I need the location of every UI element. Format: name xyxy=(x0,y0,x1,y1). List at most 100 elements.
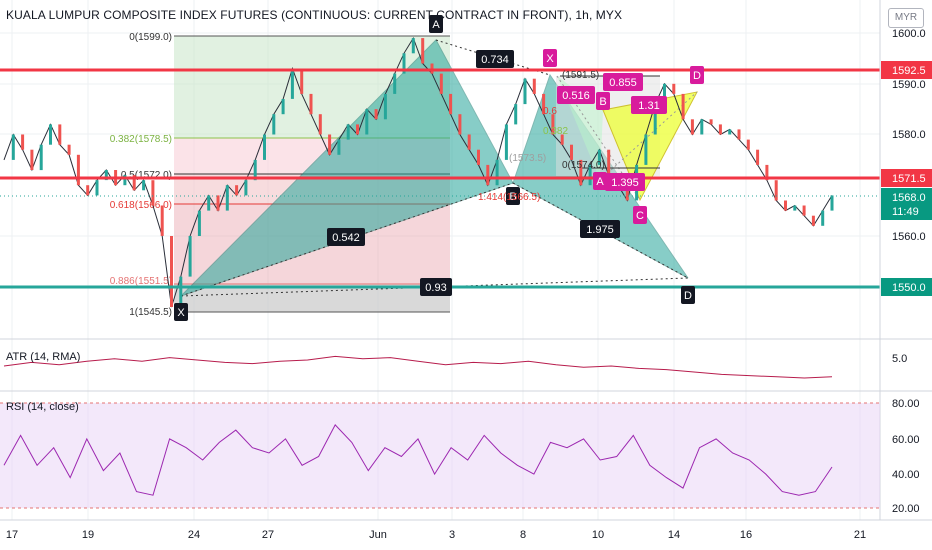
price-candle xyxy=(439,73,443,94)
point-label-a-small: A xyxy=(596,176,604,188)
point-label-bg xyxy=(690,66,704,84)
rsi-tick: 40.00 xyxy=(892,469,920,481)
time-tick: 19 xyxy=(82,529,94,541)
price-axis[interactable]: 1600.0 1590.0 1580.0 1560.0 1592.5 1571.… xyxy=(881,28,932,515)
point-label-bg xyxy=(429,15,443,33)
price-candle xyxy=(393,73,397,94)
price-candle xyxy=(681,93,685,120)
price-candle xyxy=(58,124,62,145)
price-candle xyxy=(653,104,657,135)
fib-label: 0(1599.0) xyxy=(129,32,172,43)
price-candle xyxy=(132,175,136,191)
ratio-label-small: 0.855 xyxy=(609,77,637,89)
atr-tick: 5.0 xyxy=(892,353,907,365)
time-tick: 17 xyxy=(6,529,18,541)
fib-label: 0.382(1578.5) xyxy=(110,134,172,145)
fib-ext-label: (1573.5) xyxy=(509,153,546,164)
price-candle xyxy=(179,276,183,307)
price-candle xyxy=(244,180,248,196)
price-tick: 1580.0 xyxy=(892,129,926,141)
rsi-indicator-label[interactable]: RSI (14, close) xyxy=(6,401,79,413)
price-candle xyxy=(337,139,341,155)
price-candle xyxy=(560,134,564,145)
ratio-label-small: 1.395 xyxy=(611,177,639,189)
price-candle xyxy=(625,185,629,201)
price-candle xyxy=(207,195,211,211)
point-label-bg xyxy=(543,49,557,67)
price-candle xyxy=(356,124,359,135)
price-candle xyxy=(830,195,834,211)
price-candle xyxy=(402,53,406,74)
price-candle xyxy=(802,205,806,216)
price-candle xyxy=(170,236,173,307)
price-candle xyxy=(123,175,127,186)
price-candle xyxy=(690,119,694,135)
ratio-label-bg xyxy=(631,96,667,114)
ratio-label: 0.93 xyxy=(425,282,446,294)
level-tag-text: 1571.5 xyxy=(892,173,926,185)
time-tick: 8 xyxy=(520,529,526,541)
currency-badge[interactable]: MYR xyxy=(888,8,924,28)
point-label-x: X xyxy=(177,307,185,319)
price-candle xyxy=(328,134,332,155)
price-candle xyxy=(765,164,769,181)
point-label-bg xyxy=(506,187,520,205)
price-candle xyxy=(821,210,825,226)
ratio-label-bg xyxy=(327,228,365,246)
last-price-text: 1568.0 xyxy=(892,192,926,204)
price-candle xyxy=(607,149,611,176)
price-series-line xyxy=(3,36,833,308)
point-label-bg xyxy=(681,286,695,304)
ratio-label-small: 0.516 xyxy=(562,90,590,102)
fib-zone-0886-1 xyxy=(174,284,450,312)
ratio-label-bg xyxy=(476,50,514,68)
atr-indicator-label[interactable]: ATR (14, RMA) xyxy=(6,351,81,363)
time-axis[interactable]: 17 19 24 27 Jun 3 8 10 14 16 21 xyxy=(6,529,866,541)
price-candle xyxy=(579,159,583,186)
time-tick: 16 xyxy=(740,529,752,541)
level-tag-text: 1550.0 xyxy=(892,282,926,294)
ratio-label-bg xyxy=(557,86,595,104)
ratio-label-bg xyxy=(580,220,620,238)
point-label-d-small: D xyxy=(693,70,701,82)
price-candle xyxy=(718,124,722,135)
price-candle xyxy=(774,180,778,201)
fib-label: 0.886(1551.5) xyxy=(110,276,172,287)
price-candle xyxy=(142,180,146,191)
ratio-label-small: 1.31 xyxy=(638,100,659,112)
price-candle xyxy=(811,215,815,226)
level-tag-bg xyxy=(881,61,932,79)
price-candle xyxy=(76,154,80,186)
price-candle xyxy=(477,149,480,165)
price-candle xyxy=(449,93,453,115)
price-candle xyxy=(197,210,201,236)
point-label-bg xyxy=(174,303,188,321)
price-candle xyxy=(709,119,713,125)
price-candle xyxy=(663,83,666,105)
price-candle xyxy=(588,164,592,186)
price-candle xyxy=(570,144,573,160)
time-tick: 3 xyxy=(449,529,455,541)
price-candle xyxy=(784,200,787,211)
time-tick: Jun xyxy=(369,529,387,541)
price-candle xyxy=(95,180,99,196)
fib-label: 0.618(1566.0) xyxy=(110,200,172,211)
price-candle xyxy=(272,114,276,135)
price-candle xyxy=(551,114,555,135)
price-candle xyxy=(756,149,760,165)
price-candle xyxy=(67,144,71,155)
small-fib-label: 0(1574.0) xyxy=(562,160,605,171)
price-candles xyxy=(11,38,834,307)
point-label-a: A xyxy=(432,19,440,31)
price-candle xyxy=(86,185,90,196)
rsi-tick: 20.00 xyxy=(892,503,920,515)
point-label-bg xyxy=(593,172,607,190)
atr-series-line xyxy=(3,355,833,379)
time-tick: 10 xyxy=(592,529,604,541)
price-candle xyxy=(30,149,34,170)
price-candle xyxy=(644,134,648,165)
price-candle xyxy=(793,205,797,211)
point-label-b-small: B xyxy=(599,96,606,108)
rsi-band xyxy=(0,403,880,508)
